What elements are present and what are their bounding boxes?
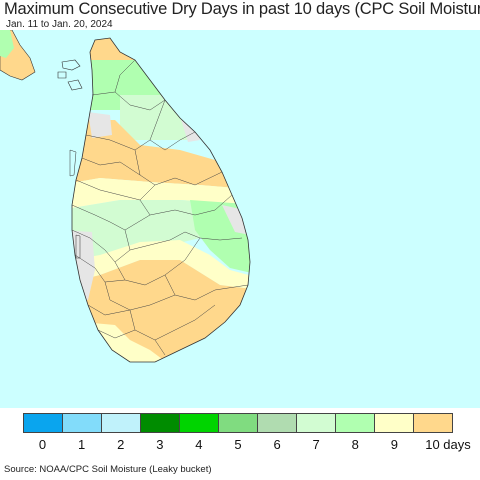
date-range: Jan. 11 to Jan. 20, 2024	[6, 19, 113, 30]
band-yellow	[72, 178, 250, 210]
band-west-nodata	[72, 230, 95, 300]
legend-swatch	[297, 414, 336, 432]
legend-swatch	[102, 414, 141, 432]
legend-swatch	[258, 414, 297, 432]
mainland-fragment-green	[0, 30, 14, 58]
legend-label: 0	[38, 437, 47, 452]
legend-label: 9	[390, 437, 398, 452]
legend-swatch	[414, 414, 452, 432]
map-title: Maximum Consecutive Dry Days in past 10 …	[4, 0, 480, 18]
island-outline	[71, 37, 251, 363]
legend-label: 5	[234, 437, 242, 452]
band-orange-north	[72, 120, 250, 190]
legend-labels: 0 1 2 3 4 5 6 7 8 9 10 days	[0, 437, 480, 455]
legend-swatch	[141, 414, 180, 432]
legend-swatch	[63, 414, 102, 432]
legend-label: 3	[156, 437, 164, 452]
legend-label: 7	[312, 437, 320, 452]
band-yellow-south	[72, 240, 250, 290]
legend-colorbar	[23, 413, 453, 433]
jaffna-islands	[57, 59, 83, 91]
district-borders	[71, 59, 249, 356]
legend-swatch	[219, 414, 258, 432]
source-note: Source: NOAA/CPC Soil Moisture (Leaky bu…	[4, 464, 212, 475]
legend-label: 1	[78, 437, 86, 452]
legend-swatch	[375, 414, 414, 432]
map-area	[0, 30, 480, 408]
legend-swatch	[180, 414, 219, 432]
map-svg	[0, 30, 480, 408]
legend-label: 8	[351, 437, 359, 452]
legend-label: 6	[273, 437, 281, 452]
legend-swatch	[24, 414, 63, 432]
legend-label: 4	[195, 437, 203, 452]
band-northwest-white	[88, 112, 112, 138]
legend-swatch	[336, 414, 375, 432]
west-coast-lagoon	[69, 149, 81, 259]
legend-label: 2	[117, 437, 125, 452]
legend-label: 10 days	[425, 437, 471, 452]
